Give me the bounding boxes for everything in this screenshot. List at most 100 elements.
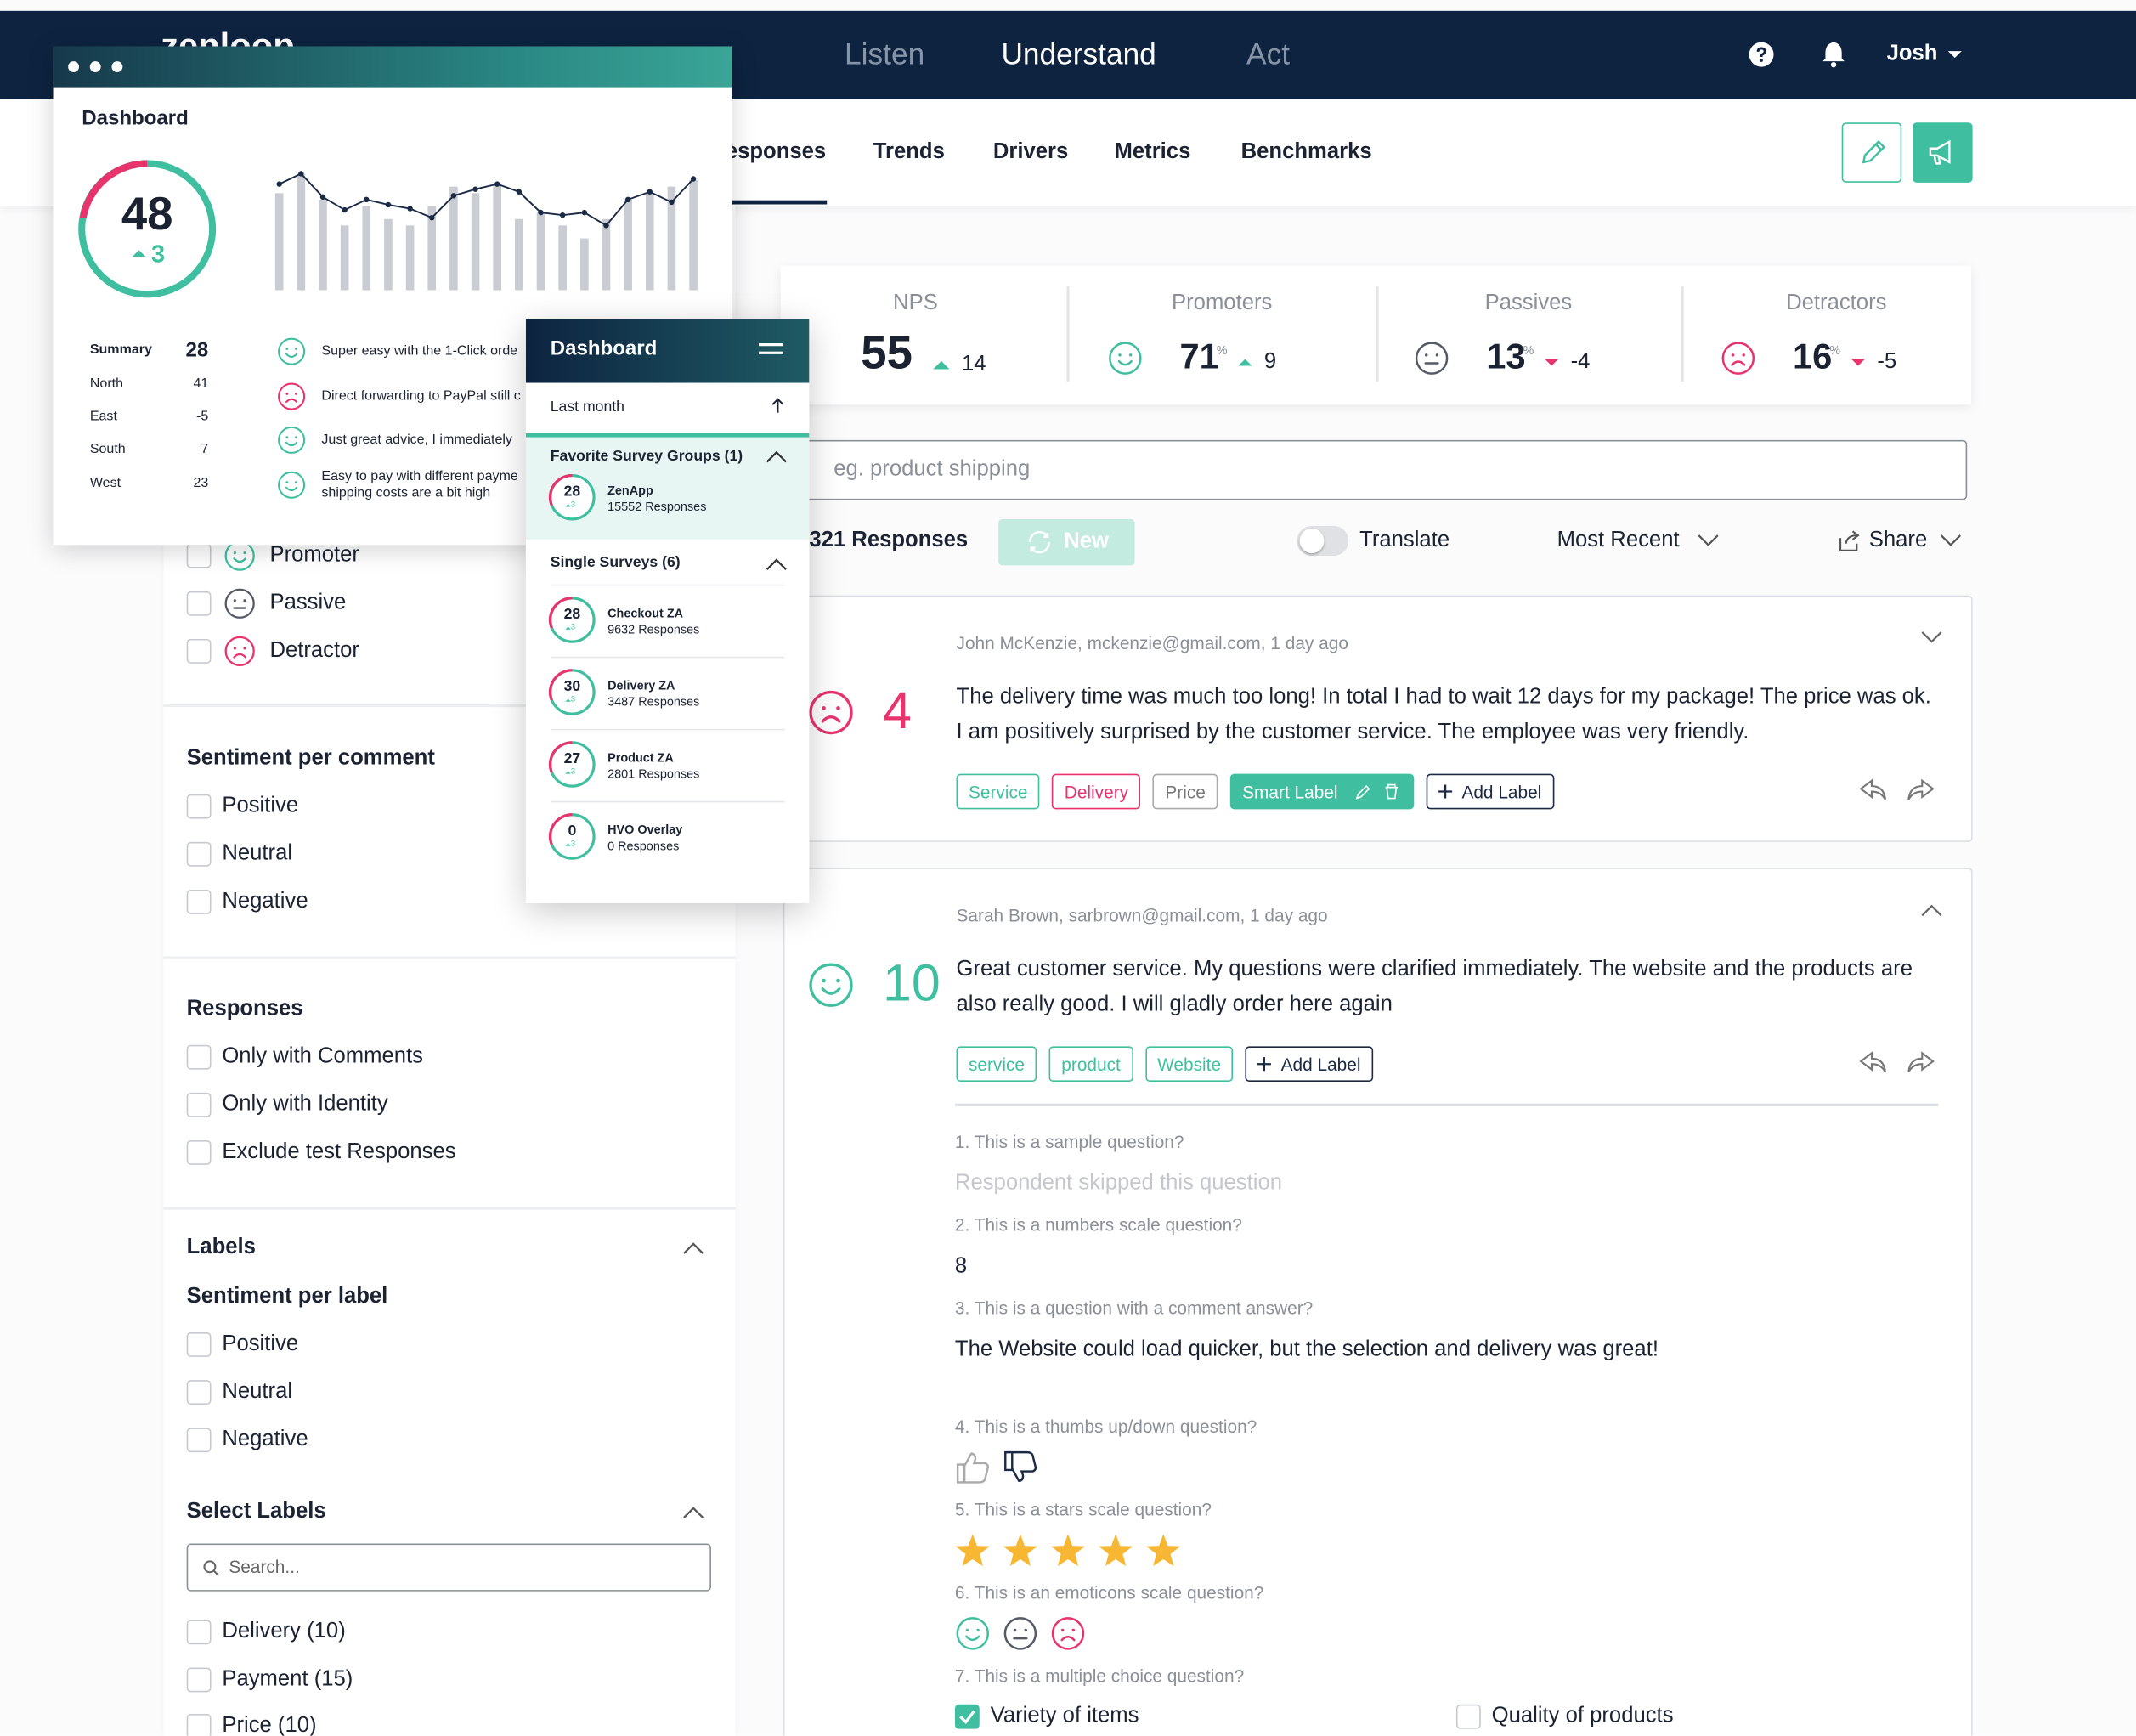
search-icon [203, 1560, 220, 1576]
window-dot [68, 61, 79, 72]
nav-tab[interactable]: Act [1246, 37, 1291, 71]
trend-bar [493, 184, 502, 291]
share-label[interactable]: Share [1868, 529, 1928, 552]
face-eye [294, 392, 297, 395]
checkbox[interactable] [186, 794, 212, 819]
face-icon [278, 471, 306, 499]
checkbox[interactable] [954, 1704, 980, 1729]
face-mouth [821, 987, 841, 995]
response-card: Sarah Brown, sarbrown@gmail.com, 1 day a… [783, 868, 1973, 1736]
checkbox[interactable] [186, 1620, 212, 1645]
arrow [1907, 778, 1935, 800]
checkbox[interactable] [186, 1044, 212, 1070]
sub-tab[interactable]: Trends [873, 140, 945, 164]
summary-name: South [89, 442, 126, 457]
checkbox[interactable] [186, 1667, 212, 1693]
kpi-divider [1376, 286, 1378, 382]
label-chip[interactable]: Smart Label [1229, 773, 1415, 810]
checkbox[interactable] [186, 889, 212, 914]
face-eye [836, 978, 840, 983]
checkbox[interactable] [186, 1380, 212, 1405]
response-text: Great customer service. My questions wer… [956, 958, 1913, 1017]
checkbox[interactable] [186, 543, 212, 568]
plus [1438, 784, 1453, 799]
survey-responses: 15552 Responses [607, 500, 707, 514]
star [1003, 1534, 1037, 1567]
checkbox[interactable] [186, 841, 212, 867]
ring-arc [548, 597, 573, 629]
label-chip[interactable]: Price [1152, 773, 1218, 810]
label-chip[interactable]: Service [956, 773, 1040, 810]
comment-text: shipping costs are a bit high [321, 485, 491, 501]
label-search[interactable]: Search... [186, 1543, 711, 1592]
label-chip[interactable]: Add Label [1245, 1046, 1373, 1083]
label-tools [1355, 783, 1399, 800]
survey-name[interactable]: HVO Overlay [607, 823, 683, 837]
checkbox[interactable] [186, 1139, 212, 1165]
label-chip[interactable]: Website [1144, 1046, 1234, 1083]
list-sep [550, 656, 785, 659]
search-placeholder: eg. product shipping [833, 457, 1031, 481]
ring-delta: 3 [570, 696, 576, 704]
star [1051, 1534, 1085, 1567]
response-card: John McKenzie, mckenzie@gmail.com, 1 day… [783, 595, 1973, 842]
share [1839, 530, 1860, 551]
sub-tab[interactable]: Benchmarks [1240, 140, 1372, 164]
checkbox[interactable] [186, 638, 212, 664]
survey-name[interactable]: Delivery ZA [607, 678, 675, 693]
edit-button[interactable] [1841, 122, 1902, 183]
new-button[interactable]: New [998, 518, 1135, 566]
checkbox[interactable] [186, 591, 212, 616]
label-chip[interactable]: Add Label [1426, 773, 1554, 810]
reply-icon [1859, 778, 1887, 800]
sub-tab[interactable]: Drivers [992, 140, 1069, 164]
trend-point [276, 181, 282, 187]
checkbox[interactable] [186, 1092, 212, 1117]
star [1146, 1534, 1181, 1567]
filter-label: Neutral [222, 841, 293, 866]
survey-name[interactable]: ZenApp [607, 483, 653, 498]
announce-button[interactable] [1913, 122, 1973, 183]
kpi-unit: % [1216, 343, 1228, 358]
face-mouth [1731, 360, 1746, 366]
response-search[interactable]: eg. product shipping [783, 439, 1968, 500]
checkbox[interactable] [186, 1428, 212, 1453]
triangle [565, 698, 571, 702]
survey-name[interactable]: Checkout ZA [607, 606, 684, 620]
face-mouth [233, 557, 247, 563]
trend-bar [405, 225, 415, 291]
lens [203, 1560, 217, 1574]
delta-arrow [565, 698, 571, 702]
face-eye [294, 481, 297, 484]
label-chip[interactable]: Delivery [1052, 773, 1141, 810]
checkbox[interactable] [186, 1713, 212, 1736]
filter-label: Negative [222, 889, 308, 913]
face-icon [224, 636, 255, 667]
thumb-up [956, 1452, 990, 1484]
score-gauge [78, 160, 217, 298]
checkbox[interactable] [1455, 1704, 1481, 1729]
face-mouth [285, 353, 298, 358]
nav-tab[interactable]: Listen [845, 37, 925, 71]
face-outline [809, 690, 853, 735]
label-chip[interactable]: product [1048, 1046, 1133, 1083]
survey-name[interactable]: Product ZA [607, 750, 674, 765]
trend-bar [449, 186, 458, 291]
face-mouth [233, 653, 247, 659]
user-name[interactable]: Josh [1886, 42, 1938, 65]
sort-label[interactable]: Most Recent [1557, 529, 1680, 552]
label-chip[interactable]: service [956, 1046, 1037, 1083]
face-outline [224, 636, 255, 667]
period-label[interactable]: Last month [550, 399, 624, 416]
arrow [1859, 1051, 1887, 1073]
response-text: The delivery time was much too long! In … [956, 685, 1931, 744]
face-icon [224, 588, 255, 619]
delta-arrow [565, 771, 571, 774]
face-icon [278, 426, 306, 454]
refresh-icon [1028, 530, 1050, 554]
sub-tab[interactable]: Metrics [1114, 140, 1191, 164]
nav-tab[interactable]: Understand [1001, 37, 1156, 71]
face-eye [1425, 353, 1428, 357]
trend-bar [558, 225, 567, 291]
checkbox[interactable] [186, 1332, 212, 1357]
